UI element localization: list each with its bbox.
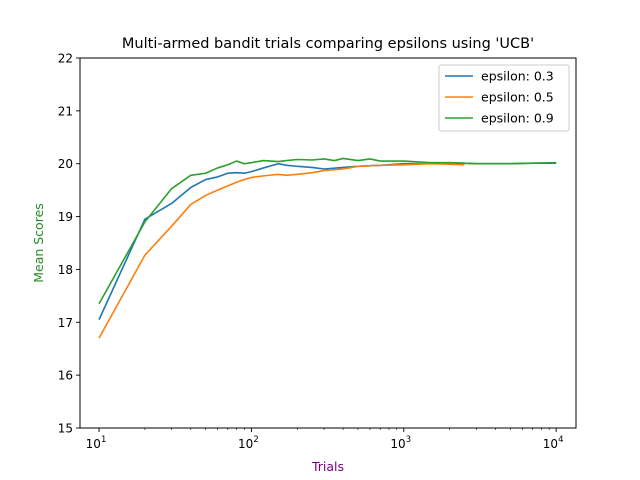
x-tick-label: 104 bbox=[543, 435, 564, 451]
chart-title: Multi-armed bandit trials comparing epsi… bbox=[122, 36, 534, 52]
legend-label-3: epsilon: 0.9 bbox=[481, 111, 554, 126]
series-line-1 bbox=[98, 161, 557, 320]
y-tick-label: 18 bbox=[58, 263, 73, 277]
x-tick-label: 103 bbox=[390, 435, 411, 451]
legend-label-2: epsilon: 0.5 bbox=[481, 90, 554, 105]
series-line-2 bbox=[98, 162, 465, 339]
series-layer bbox=[98, 157, 557, 339]
y-axis-label: Mean Scores bbox=[31, 203, 46, 283]
x-axis-ticks: 101 102 103 104 bbox=[86, 428, 564, 451]
series-line-3 bbox=[98, 157, 557, 305]
y-tick-label: 21 bbox=[58, 104, 73, 118]
y-tick-label: 20 bbox=[58, 157, 73, 171]
x-tick-label: 101 bbox=[86, 435, 107, 451]
legend-box bbox=[438, 64, 570, 132]
plot-frame bbox=[79, 57, 577, 429]
y-tick-label: 15 bbox=[58, 422, 73, 436]
legend-label-1: epsilon: 0.3 bbox=[481, 69, 554, 84]
x-axis-label: Trials bbox=[311, 459, 344, 474]
y-tick-label: 19 bbox=[58, 210, 73, 224]
y-axis-ticks: 15 16 17 18 19 20 21 22 bbox=[58, 52, 80, 436]
legend: epsilon: 0.3 epsilon: 0.5 epsilon: 0.9 bbox=[438, 64, 570, 132]
y-tick-label: 16 bbox=[58, 369, 73, 383]
y-tick-label: 22 bbox=[58, 52, 73, 66]
x-tick-label: 102 bbox=[238, 435, 259, 451]
y-tick-label: 17 bbox=[58, 316, 73, 330]
